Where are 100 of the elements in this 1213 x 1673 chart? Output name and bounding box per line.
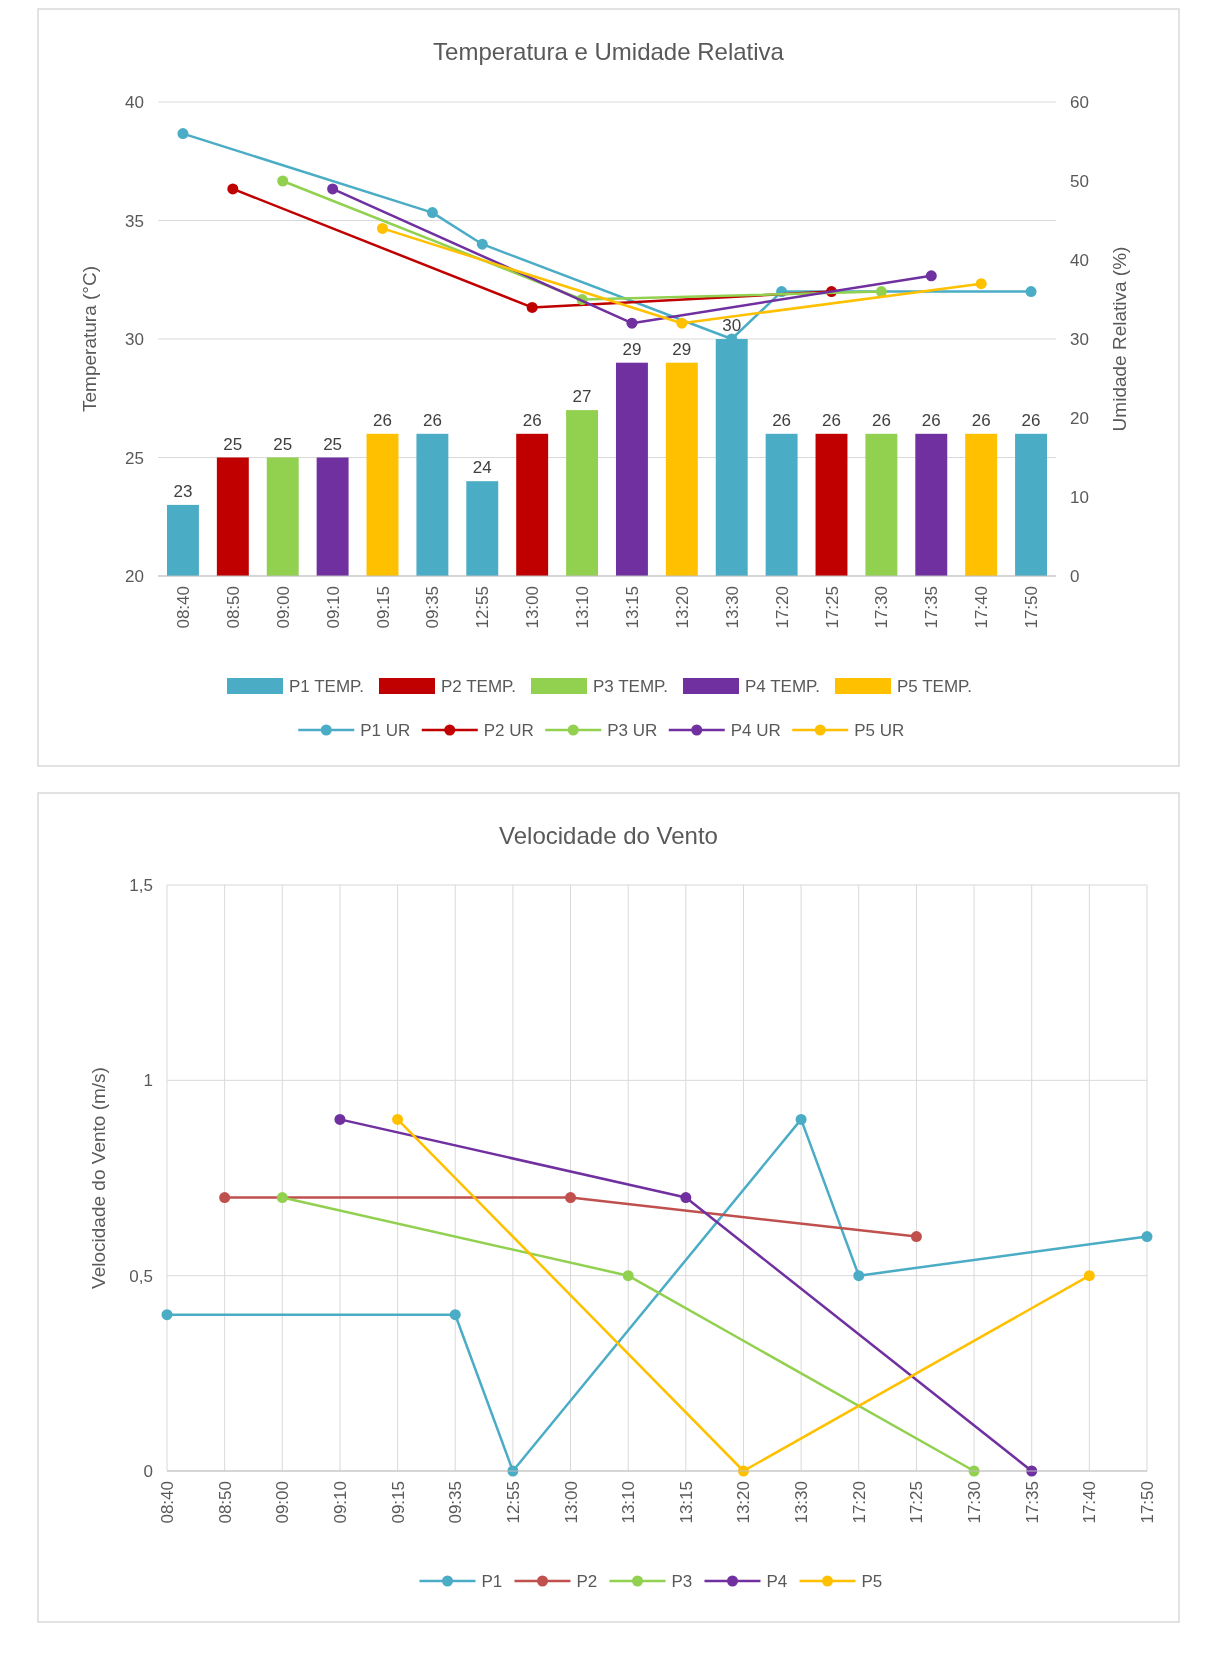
data-label: 26 — [1021, 410, 1041, 430]
point — [219, 1192, 231, 1204]
point — [377, 222, 388, 234]
legend-label: P4 — [766, 1572, 788, 1591]
y2-tick-label: 30 — [1070, 330, 1089, 349]
data-label: 26 — [422, 410, 442, 430]
x-tick-label: 08:40 — [158, 1481, 177, 1524]
x-tick-label: 17:30 — [965, 1481, 985, 1524]
x-tick-label: 13:20 — [672, 586, 692, 629]
x-tick-label: 12:55 — [473, 586, 493, 629]
x-tick-label: 13:10 — [573, 586, 593, 629]
y-tick-label: 35 — [125, 211, 144, 231]
point — [177, 128, 189, 140]
point — [622, 1270, 634, 1282]
data-label: 29 — [672, 339, 692, 359]
x-tick-label: 13:00 — [561, 1481, 581, 1524]
legend-label: P1 — [481, 1572, 503, 1591]
legend-label: P1 TEMP. — [289, 677, 364, 696]
x-tick-label: 13:15 — [676, 1481, 696, 1524]
chart-title: Velocidade do Vento — [499, 822, 718, 849]
point — [526, 301, 538, 313]
point — [476, 238, 488, 250]
x-tick-label: 17:40 — [1080, 1481, 1100, 1524]
x-tick-label: 12:55 — [503, 1481, 523, 1524]
x-tick-label: 17:30 — [872, 586, 892, 629]
x-tick-label: 13:30 — [722, 586, 742, 629]
x-tick-label: 17:20 — [849, 1481, 869, 1524]
x-tick-label: 08:50 — [215, 1481, 235, 1524]
legend-label: P3 — [671, 1572, 693, 1591]
y2-tick-label: 10 — [1070, 488, 1089, 507]
y-tick-label: 25 — [125, 448, 144, 468]
x-tick-label: 09:15 — [373, 586, 393, 629]
x-tick-label: 13:15 — [622, 586, 642, 629]
data-label: 26 — [971, 410, 991, 430]
legend-label: P2 — [576, 1572, 598, 1591]
y2-tick-label: 50 — [1070, 172, 1089, 191]
x-tick-label: 17:40 — [972, 586, 992, 629]
legend-label: P4 TEMP. — [745, 677, 820, 696]
point — [795, 1113, 807, 1125]
x-tick-label: 09:15 — [388, 1481, 408, 1524]
legend-label: P2 UR — [483, 721, 534, 740]
x-tick-label: 13:20 — [734, 1481, 754, 1524]
legend-label: P5 TEMP. — [897, 677, 972, 696]
x-tick-label: 17:35 — [1022, 1481, 1042, 1524]
y-tick-label: 1 — [143, 1071, 153, 1091]
data-label: 26 — [522, 410, 542, 430]
x-tick-label: 17:50 — [1138, 1481, 1157, 1524]
y2-tick-label: 20 — [1070, 409, 1089, 428]
data-label: 26 — [373, 410, 392, 430]
point — [1025, 286, 1037, 298]
y-tick-label: 0,5 — [129, 1266, 153, 1286]
x-tick-label: 13:30 — [792, 1481, 812, 1524]
x-tick-label: 17:25 — [822, 586, 842, 629]
y2-tick-label: 0 — [1070, 567, 1080, 586]
y-tick-label: 20 — [125, 567, 144, 586]
point — [327, 183, 339, 195]
data-label: 25 — [273, 434, 293, 454]
data-label: 24 — [472, 458, 492, 478]
point — [680, 1192, 692, 1204]
y-axis-title: Temperatura (°C) — [79, 266, 100, 412]
data-label: 27 — [572, 387, 592, 407]
point — [449, 1309, 461, 1321]
x-tick-label: 09:10 — [330, 1481, 350, 1524]
point — [626, 317, 638, 329]
data-label: 23 — [173, 481, 193, 501]
y-tick-label: 30 — [125, 330, 144, 349]
data-label: 26 — [772, 410, 792, 430]
data-label: 25 — [223, 434, 243, 454]
data-label: 26 — [822, 410, 841, 430]
legend-label: P4 UR — [730, 721, 781, 740]
x-tick-label: 08:50 — [223, 586, 243, 629]
x-tick-label: 17:20 — [772, 586, 792, 629]
x-tick-label: 13:00 — [523, 586, 543, 629]
x-tick-label: 17:50 — [1022, 586, 1042, 629]
point — [161, 1309, 173, 1321]
data-label: 26 — [871, 410, 891, 430]
legend-label: P2 TEMP. — [441, 677, 516, 696]
x-tick-label: 09:35 — [446, 1481, 466, 1524]
legend-label: P3 UR — [607, 721, 658, 740]
point — [565, 1192, 577, 1204]
point — [276, 1192, 288, 1204]
point — [227, 183, 239, 195]
point — [277, 175, 289, 187]
y-axis-title: Velocidade do Vento (m/s) — [88, 1067, 109, 1289]
point — [426, 207, 438, 219]
point — [853, 1270, 865, 1282]
point — [334, 1113, 346, 1125]
x-tick-label: 17:35 — [922, 586, 942, 629]
x-tick-label: 09:00 — [273, 586, 293, 629]
point — [910, 1231, 922, 1243]
data-label: 30 — [722, 316, 742, 335]
y-tick-label: 1,5 — [129, 876, 153, 895]
point — [676, 317, 688, 329]
legend-label: P3 TEMP. — [593, 677, 668, 696]
legend-label: P5 UR — [854, 721, 905, 740]
data-label: 25 — [323, 434, 343, 454]
x-tick-label: 08:40 — [173, 586, 193, 629]
y2-tick-label: 60 — [1070, 93, 1089, 112]
y-tick-label: 40 — [125, 93, 144, 112]
data-label: 26 — [921, 410, 941, 430]
